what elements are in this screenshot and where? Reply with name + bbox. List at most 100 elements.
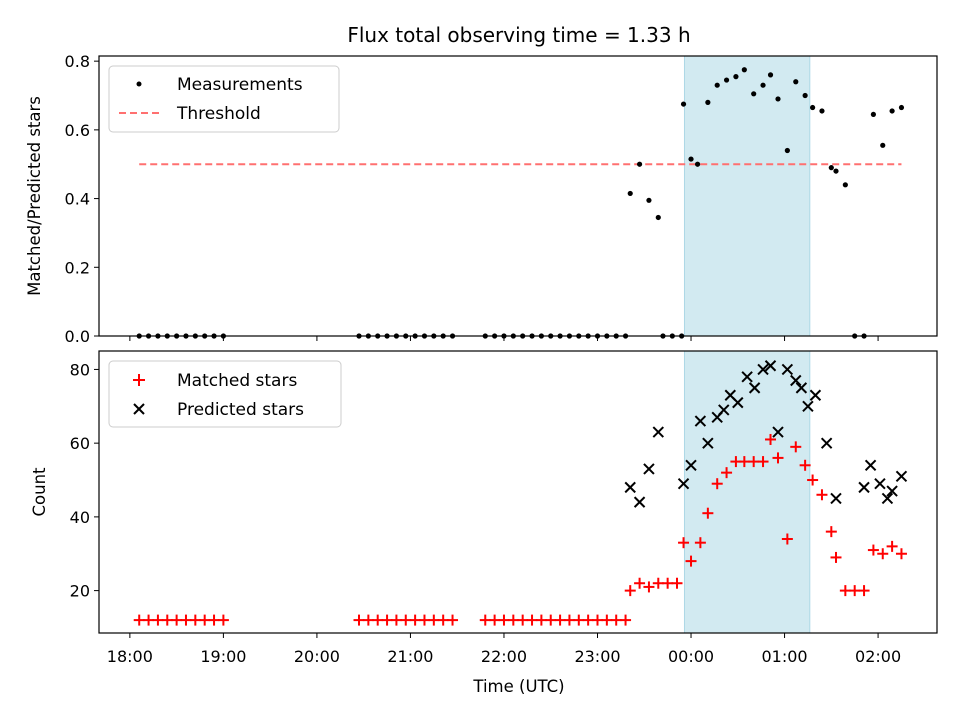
measurements-point: [680, 101, 687, 107]
matched-stars-point: [582, 614, 594, 626]
measurements-point: [833, 168, 839, 174]
matched-stars-point: [152, 614, 164, 626]
predicted-stars-point: [677, 477, 690, 490]
y-tick-label: 0.8: [65, 52, 90, 71]
x-tick-label: 18:00: [107, 647, 153, 666]
matched-stars-point: [702, 507, 714, 519]
legend-predicted-label: Predicted stars: [177, 400, 304, 420]
y-tick-label: 0.4: [65, 190, 90, 209]
y-tick-label: 20: [70, 582, 90, 601]
matched-stars-point: [591, 614, 603, 626]
predicted-stars-point: [795, 382, 808, 394]
measurements-point: [775, 96, 781, 102]
legend-predicted-marker: [133, 403, 145, 415]
matched-stars-point: [479, 614, 491, 626]
matched-stars-point: [507, 614, 519, 626]
matched-stars-point: [447, 614, 459, 626]
matched-stars-point: [171, 614, 183, 626]
matched-stars-point: [807, 474, 819, 486]
matched-stars-point: [208, 614, 220, 626]
measurements-point: [842, 182, 848, 188]
predicted-stars-point: [702, 437, 714, 449]
matched-stars-point: [781, 533, 793, 545]
matched-stars-point: [526, 614, 538, 626]
matched-stars-point: [678, 537, 690, 549]
predicted-stars-point: [694, 415, 707, 427]
matched-stars-point: [643, 581, 655, 593]
predicted-stars-point: [624, 481, 636, 494]
matched-stars-point: [400, 614, 412, 626]
matched-stars-point: [634, 577, 646, 589]
matched-stars-point: [765, 433, 777, 445]
measurements-point: [705, 99, 711, 105]
matched-stars-point: [189, 614, 201, 626]
matched-stars-point: [353, 614, 365, 626]
x-tick-label: 02:00: [855, 647, 901, 666]
predicted-stars-point: [809, 389, 822, 401]
predicted-stars-point: [830, 492, 842, 505]
matched-stars-point: [830, 551, 842, 563]
predicted-stars-point: [881, 492, 894, 505]
matched-stars-point: [535, 614, 547, 626]
matched-stars-point: [790, 441, 802, 453]
matched-stars-point: [685, 555, 697, 567]
matched-stars-point: [545, 614, 557, 626]
matched-stars-point: [563, 614, 575, 626]
matched-stars-point: [161, 614, 173, 626]
measurements-point: [714, 82, 720, 88]
matched-stars-point: [517, 614, 529, 626]
bottom-legend: Matched stars Predicted stars: [108, 360, 342, 428]
matched-stars-point: [199, 614, 211, 626]
measurements-point: [889, 108, 895, 114]
measurements-point: [636, 161, 643, 167]
matched-stars-point: [418, 614, 430, 626]
bottom-panel: 20 40 60 80 18:00 19:00 20:00 21:00 22:00 23:00 0…: [30, 350, 938, 666]
matched-stars-point: [143, 614, 155, 626]
predicted-stars-point: [802, 400, 814, 413]
matched-stars-point: [610, 614, 622, 626]
measurements-point: [828, 165, 834, 171]
predicted-stars-point: [772, 426, 784, 438]
matched-stars-point: [757, 456, 769, 468]
measurements-point: [627, 190, 633, 197]
x-tick-label: 19:00: [200, 647, 246, 666]
y-tick-label: 0.6: [65, 121, 90, 140]
matched-stars-point: [748, 456, 760, 468]
bottom-legend-box: [108, 360, 342, 428]
matched-stars-point: [652, 577, 664, 589]
matched-stars-point: [799, 459, 811, 471]
matched-stars-point: [867, 544, 879, 556]
measurements-point: [819, 108, 825, 114]
legend-measurements-marker: [136, 81, 142, 87]
matched-stars-point: [895, 548, 907, 560]
measurements-point: [655, 214, 661, 221]
matched-stars-point: [825, 526, 837, 538]
matched-stars-point: [381, 614, 393, 626]
measurements-point: [880, 142, 886, 148]
x-tick-label: 21:00: [387, 647, 433, 666]
measurements-point: [741, 67, 747, 73]
measurements-point: [784, 147, 790, 154]
matched-stars-point: [816, 489, 828, 501]
predicted-stars-point: [685, 459, 697, 471]
y-tick-label: 60: [70, 434, 90, 453]
matched-stars-point: [217, 614, 229, 626]
predicted-stars-point: [748, 382, 761, 394]
matched-stars-point: [886, 540, 898, 552]
matched-stars-point: [362, 614, 374, 626]
predicted-stars-point: [633, 496, 646, 508]
matched-stars-point: [772, 452, 784, 464]
matched-stars-point: [858, 585, 870, 597]
predicted-stars-point: [858, 481, 870, 494]
matched-stars-point: [390, 614, 402, 626]
bottom-panel-ylabel: Count: [30, 467, 49, 517]
predicted-stars-point: [741, 371, 753, 383]
predicted-stars-point: [895, 470, 908, 483]
matched-stars-point: [133, 614, 145, 626]
x-tick-label: 00:00: [668, 647, 714, 666]
y-tick-label: 0.0: [65, 327, 90, 346]
x-tick-label: 22:00: [481, 647, 527, 666]
measurements-point: [733, 74, 739, 80]
observing-window-span: [683, 350, 811, 634]
